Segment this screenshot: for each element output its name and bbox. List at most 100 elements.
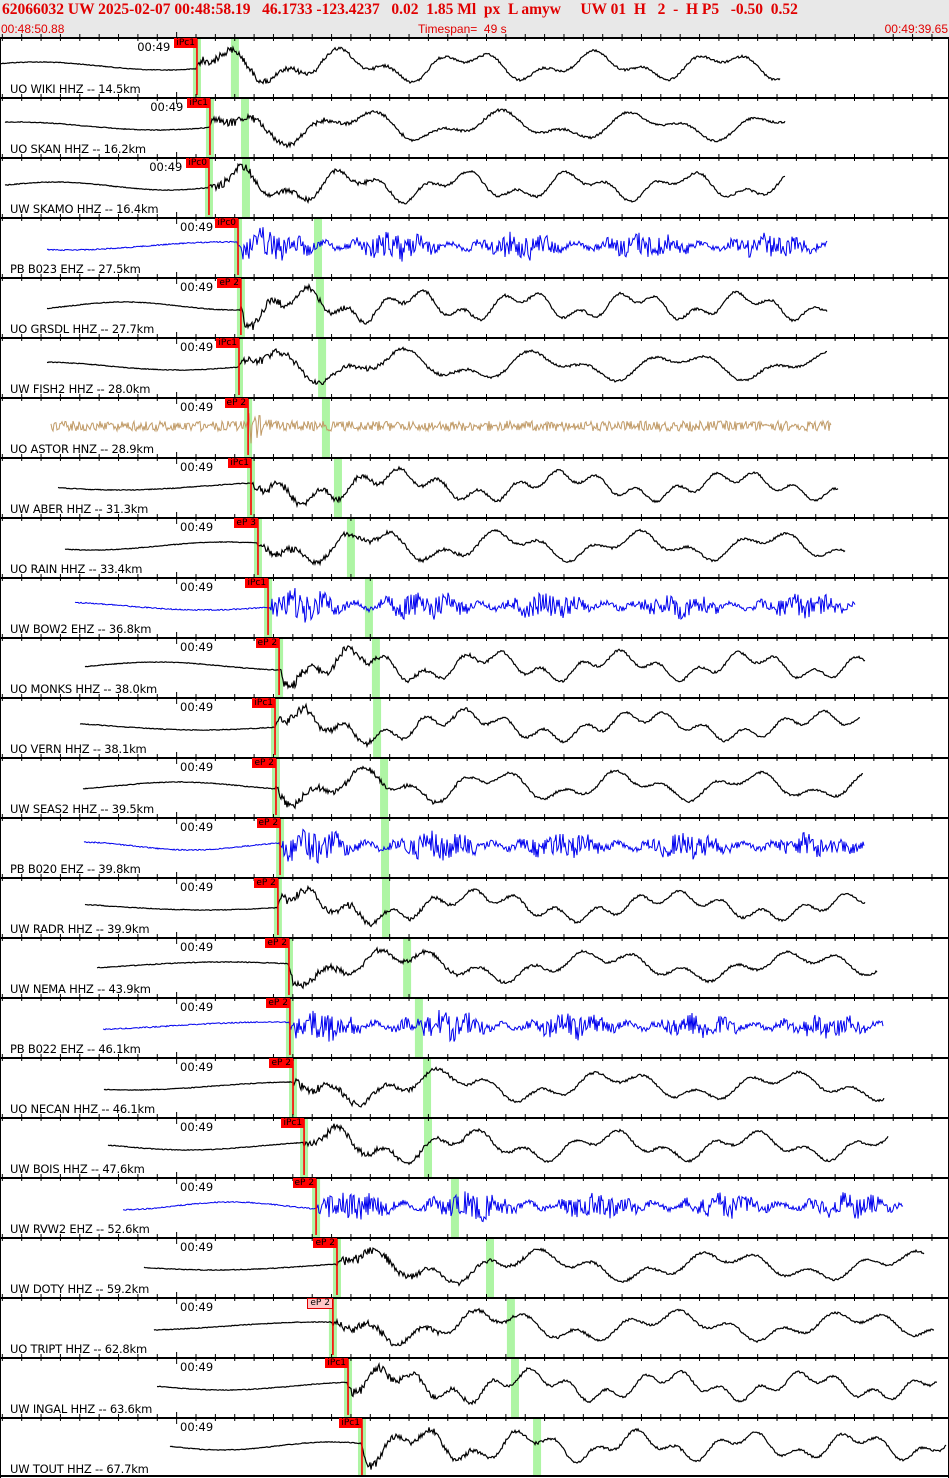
station-label: UW DOTY HHZ -- 59.2km [10,1282,150,1296]
trace-separator [0,37,949,39]
trace-row[interactable]: 00:49 UW NEMA HHZ -- 43.9km eP 2 [0,937,949,997]
waveform-black [0,45,781,85]
pick-label[interactable]: iPc1 [339,1418,362,1428]
waveform-black [143,1247,925,1287]
trace-row[interactable]: 00:49 UW BOW2 EHZ -- 36.8km iPc1 [0,577,949,637]
s-window [346,518,355,577]
trace-row[interactable]: 00:49 UO VERN HHZ -- 38.1km iPc1 [0,697,949,757]
station-label: UW RVW2 EHZ -- 52.6km [10,1222,150,1236]
pick-label[interactable]: iPc1 [245,578,269,588]
trace-row[interactable]: 00:49 UW TOUT HHZ -- 67.7km iPc1 [0,1417,949,1477]
trace-separator [0,757,949,759]
trace-separator [0,1117,949,1119]
pick-label[interactable]: iPc1 [216,338,239,348]
pick-label[interactable]: iPc0 [186,158,209,168]
trace-row[interactable]: 00:49 UW SEAS2 HHZ -- 39.5km eP 2 [0,757,949,817]
minute-label: 00:49 [180,1420,214,1434]
pick-label[interactable]: eP 2 [224,398,249,408]
station-label: UO RAIN HHZ -- 33.4km [10,562,143,576]
pick-label[interactable]: iPc1 [228,458,252,468]
pick-label[interactable]: eP 2 [292,1178,317,1188]
trace-separator [0,457,949,459]
event-header: 62066032 UW 2025-02-07 00:48:58.19 46.17… [0,0,949,37]
trace-separator [0,97,949,99]
station-label: UW SEAS2 HHZ -- 39.5km [10,802,154,816]
waveform-black [46,346,828,386]
trace-separator [0,517,949,519]
trace-row[interactable]: 00:49 UW ABER HHZ -- 31.3km iPc1 [0,457,949,517]
station-label: UO VERN HHZ -- 38.1km [10,742,147,756]
station-label: UW ABER HHZ -- 31.3km [10,502,149,516]
minute-label: 00:49 [180,340,214,354]
s-window [230,38,239,97]
s-window [364,578,373,637]
trace-row[interactable]: 00:49 UW SKAMO HHZ -- 16.4km iPc0 [0,157,949,217]
s-window [424,1118,433,1177]
pick-label[interactable]: eP 2 [217,278,241,288]
trace-row[interactable]: 00:49 UO RAIN HHZ -- 33.4km eP 3 [0,517,949,577]
trace-row[interactable]: 00:49 UW BOIS HHZ -- 47.6km iPc1 [0,1117,949,1177]
s-window [403,938,412,997]
s-window [333,458,342,517]
trace-separator [0,1357,949,1359]
pick-label[interactable]: iPc0 [215,218,239,228]
trace-row[interactable]: 00:49 UW FISH2 HHZ -- 28.0km iPc1 [0,337,949,397]
trace-row[interactable]: 00:49 UW RADR HHZ -- 39.9km eP 2 [0,877,949,937]
minute-label: 00:49 [180,1180,214,1194]
trace-row[interactable]: 00:49 PB B023 EHZ -- 27.5km iPc0 [0,217,949,277]
pick-label[interactable]: iPc1 [174,38,197,48]
station-label: UO GRSDL HHZ -- 27.7km [10,322,155,336]
trace-separator [0,1417,949,1419]
event-summary: 62066032 UW 2025-02-07 00:48:58.19 46.17… [2,1,798,18]
s-window [485,1238,494,1297]
s-window [381,878,390,937]
minute-label: 00:49 [180,220,214,234]
s-window [241,158,250,217]
trace-row[interactable]: 00:49 UO NECAN HHZ -- 46.1km eP 2 [0,1057,949,1117]
trace-separator [0,577,949,579]
trace-row[interactable]: 00:49 PB B022 EHZ -- 46.1km eP 2 [0,997,949,1057]
station-label: UW FISH2 HHZ -- 28.0km [10,382,151,396]
trace-separator [0,1297,949,1299]
s-window [423,1058,432,1117]
pick-label[interactable]: iPc1 [252,698,276,708]
waveform-black [46,283,828,330]
trace-row[interactable]: 00:49 UO ASTOR HNZ -- 28.9km eP 2 [0,397,949,457]
pick-label[interactable]: eP 2 [265,938,289,948]
minute-label: 00:49 [180,700,214,714]
trace-row[interactable]: 00:49 UO TRIPT HHZ -- 62.8km eP 2 [0,1297,949,1357]
pick-label[interactable]: iPc1 [281,1118,305,1128]
pick-label[interactable]: eP 2 [266,998,290,1008]
pick-label[interactable]: eP 2 [269,1058,294,1068]
trace-row[interactable]: 00:49 UO GRSDL HHZ -- 27.7km eP 2 [0,277,949,337]
pick-label[interactable]: iPc1 [325,1358,349,1368]
trace-row[interactable]: 00:49 UO MONKS HHZ -- 38.0km eP 2 [0,637,949,697]
waveform-black [64,528,846,567]
trace-separator [0,637,949,639]
minute-label: 00:49 [180,580,214,594]
pick-label[interactable]: iPc1 [187,98,210,108]
trace-row[interactable]: 00:49 UW INGAL HHZ -- 63.6km iPc1 [0,1357,949,1417]
station-label: UW BOIS HHZ -- 47.6km [10,1162,145,1176]
station-label: PB B023 EHZ -- 27.5km [10,262,141,276]
trace-row[interactable]: 00:49 UW DOTY HHZ -- 59.2km eP 2 [0,1237,949,1297]
s-window [414,998,423,1057]
trace-row[interactable]: 00:49 UO WIKI HHZ -- 14.5km iPc1 [0,37,949,97]
pick-label[interactable]: eP 2 [256,818,281,828]
pick-label[interactable]: eP 2 [313,1238,337,1248]
waveform-blue [46,227,828,262]
s-window [381,818,390,877]
pick-label[interactable]: eP 2 [254,878,278,888]
minute-label: 00:49 [180,640,214,654]
minute-label: 00:49 [180,820,214,834]
trace-row[interactable]: 00:49 PB B020 EHZ -- 39.8km eP 2 [0,817,949,877]
pick-label[interactable]: eP 2 [307,1298,333,1309]
pick-label[interactable]: eP 3 [234,518,258,528]
trace-row[interactable]: 00:49 UO SKAN HHZ -- 16.2km iPc1 [0,97,949,157]
pick-label[interactable]: eP 2 [255,638,280,648]
s-window [315,278,324,337]
minute-label: 00:49 [180,940,214,954]
s-window [373,698,382,757]
trace-row[interactable]: 00:49 UW RVW2 EHZ -- 52.6km eP 2 [0,1177,949,1237]
pick-label[interactable]: eP 2 [252,758,276,768]
